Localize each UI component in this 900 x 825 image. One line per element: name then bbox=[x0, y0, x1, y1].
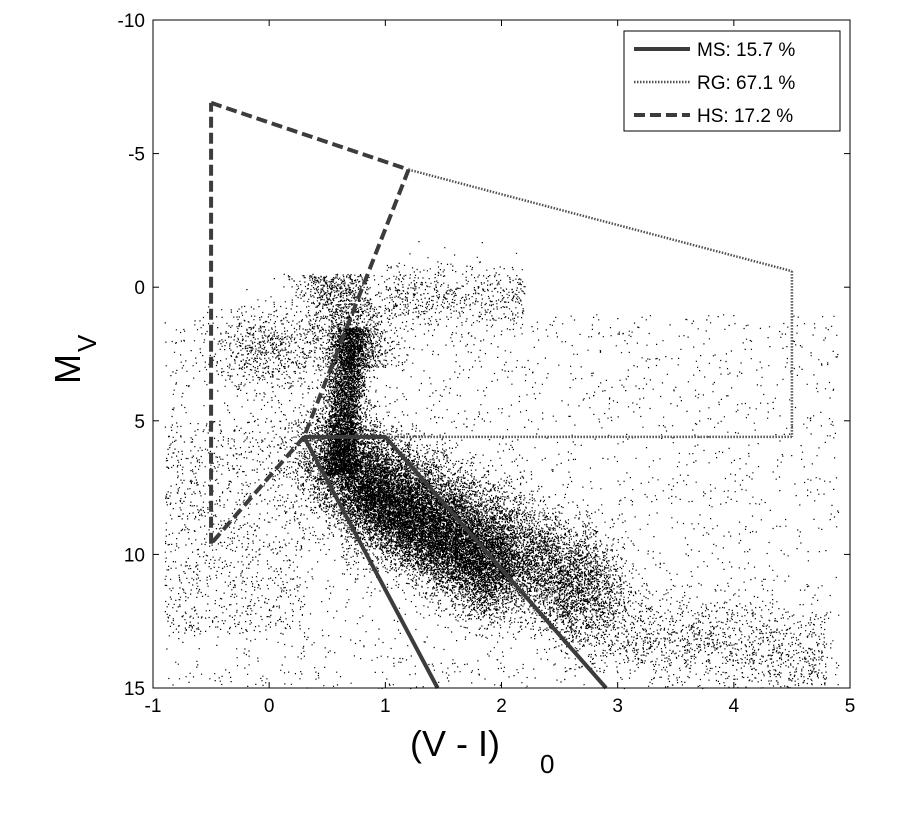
legend: MS: 15.7 % RG: 67.1 % HS: 17.2 % bbox=[623, 30, 841, 132]
boundary-solid-segment bbox=[383, 435, 608, 690]
x-tick-label: 3 bbox=[612, 696, 623, 717]
y-axis-title-subscript: V bbox=[72, 334, 102, 352]
boundary-dashed-segment bbox=[210, 100, 410, 172]
legend-label-ms: MS: 15.7 % bbox=[697, 40, 795, 61]
x-tick-label: -1 bbox=[145, 696, 162, 717]
x-tick-label: 2 bbox=[496, 696, 507, 717]
boundary-dashed-segment bbox=[209, 435, 306, 546]
y-tick-label: 10 bbox=[124, 545, 145, 566]
star-points bbox=[164, 241, 840, 690]
y-tick-label: 15 bbox=[124, 679, 145, 700]
x-tick-label: 0 bbox=[264, 696, 275, 717]
x-tick-label: 5 bbox=[845, 696, 856, 717]
y-axis-title: M bbox=[47, 354, 88, 384]
legend-label-hs: HS: 17.2 % bbox=[697, 106, 793, 127]
boundary-dotted-segment bbox=[408, 168, 793, 273]
y-axis: -10 -5 0 5 10 15 bbox=[118, 11, 850, 700]
x-tick-label: 4 bbox=[729, 696, 740, 717]
boundary-lines bbox=[209, 100, 794, 690]
data-points bbox=[164, 241, 840, 690]
legend-label-rg: RG: 67.1 % bbox=[697, 73, 795, 94]
x-axis-title-subscript: 0 bbox=[540, 749, 554, 779]
y-tick-label: -10 bbox=[118, 11, 145, 32]
y-tick-label: 5 bbox=[134, 412, 145, 433]
x-tick-label: 1 bbox=[380, 696, 391, 717]
x-axis-title: (V - I) bbox=[410, 723, 500, 764]
y-tick-label: -5 bbox=[128, 145, 145, 166]
x-axis: -1 0 1 2 3 4 5 bbox=[145, 20, 856, 717]
boundary-solid-segment bbox=[302, 435, 440, 689]
y-tick-label: 0 bbox=[134, 278, 145, 299]
